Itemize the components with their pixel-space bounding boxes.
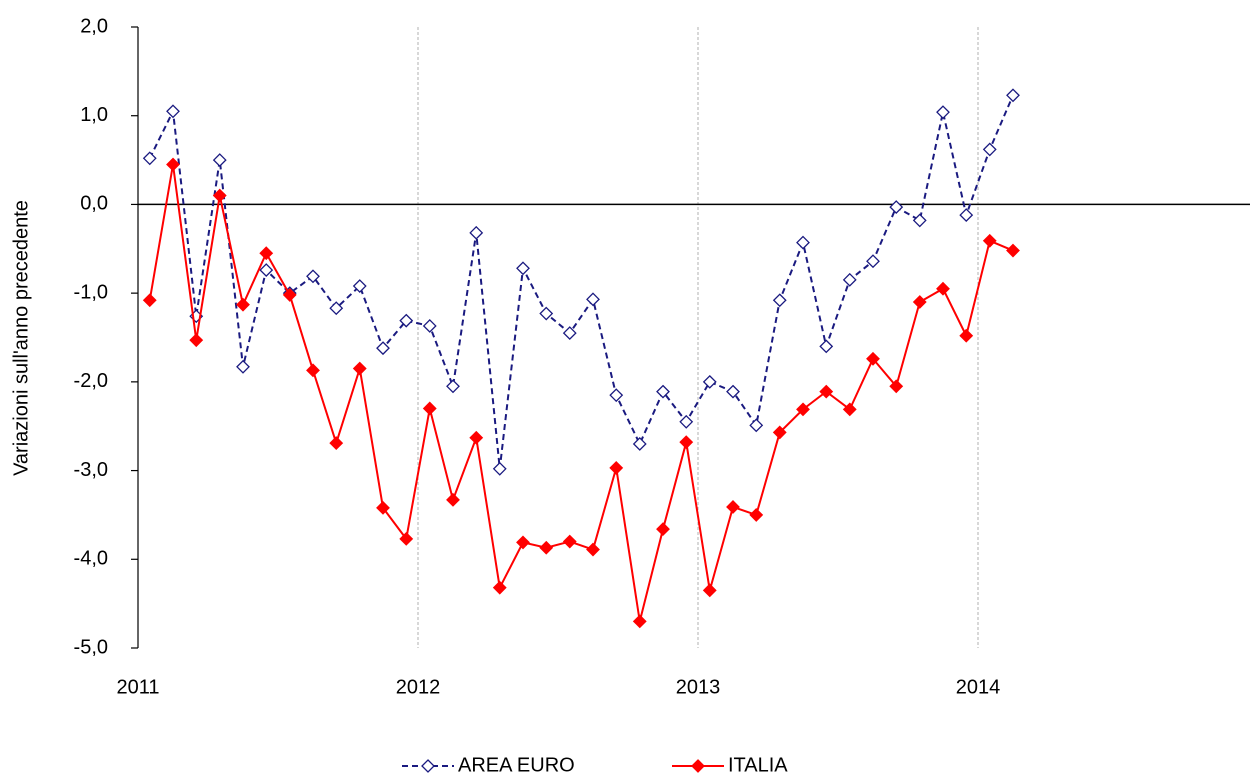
y-tick-label: 1,0	[80, 104, 108, 126]
data-point	[1006, 243, 1020, 258]
data-point	[842, 272, 857, 287]
data-point	[142, 151, 157, 166]
data-point	[959, 328, 974, 343]
series-line	[148, 164, 1014, 622]
data-point	[749, 418, 764, 433]
data-point	[329, 436, 344, 450]
data-point	[842, 402, 857, 417]
data-point	[516, 261, 530, 276]
data-point	[936, 281, 950, 296]
y-tick-label: 0,0	[80, 193, 108, 215]
data-point	[726, 384, 740, 399]
data-point	[422, 401, 437, 416]
data-point	[679, 435, 694, 450]
x-tick-label: 2013	[676, 676, 721, 698]
y-axis-label: Variazioni sull'anno precedente	[10, 200, 32, 476]
data-point	[982, 233, 997, 248]
y-tick-label: -5,0	[74, 636, 108, 658]
data-point	[656, 384, 670, 399]
y-tick-label: -3,0	[74, 459, 108, 481]
data-point	[469, 225, 484, 240]
data-point	[446, 379, 460, 394]
data-point	[212, 153, 227, 167]
data-point	[772, 293, 787, 308]
data-point	[819, 339, 834, 354]
data-point	[306, 363, 320, 378]
x-tick-label: 2011	[116, 676, 159, 698]
data-point	[539, 540, 554, 555]
data-point	[399, 313, 414, 328]
y-tick-label: 2,0	[80, 15, 108, 37]
data-point	[399, 531, 414, 546]
data-point	[282, 287, 297, 302]
data-point	[562, 326, 577, 340]
x-tick-label: 2014	[956, 676, 1001, 698]
data-point	[796, 235, 810, 250]
data-point	[702, 374, 717, 389]
data-point	[236, 297, 250, 312]
data-point	[772, 425, 787, 440]
data-point	[749, 508, 764, 522]
data-point	[166, 104, 180, 119]
data-point	[422, 319, 437, 333]
legend-label: ITALIA	[728, 754, 788, 776]
data-point	[632, 614, 647, 629]
y-tick-label: -1,0	[74, 281, 108, 303]
data-point	[492, 461, 507, 476]
data-point	[469, 430, 484, 445]
y-tick-label: -4,0	[74, 548, 108, 570]
data-point	[726, 500, 740, 514]
data-point	[889, 379, 904, 394]
data-point	[912, 295, 927, 309]
data-point	[539, 306, 554, 321]
data-point	[936, 105, 950, 120]
data-point	[259, 263, 274, 277]
x-tick-label: 2012	[396, 676, 441, 698]
data-point	[866, 351, 880, 366]
data-point	[586, 292, 600, 307]
data-point	[189, 333, 204, 348]
data-point	[679, 414, 694, 429]
data-point	[562, 534, 577, 549]
data-point	[236, 359, 250, 374]
data-point	[796, 402, 810, 417]
data-point	[212, 188, 227, 203]
data-point	[306, 269, 320, 284]
data-point	[889, 200, 904, 215]
data-point	[586, 542, 600, 557]
data-point	[166, 157, 180, 172]
data-point	[982, 142, 997, 157]
data-point	[259, 246, 274, 261]
data-point	[516, 535, 530, 550]
data-point	[1006, 88, 1020, 103]
y-tick-label: -2,0	[74, 370, 108, 392]
legend-marker	[421, 759, 435, 773]
data-point	[609, 388, 624, 403]
data-point	[492, 580, 507, 595]
legend-label: AREA EURO	[458, 754, 575, 776]
data-point	[376, 500, 390, 515]
data-point	[446, 492, 460, 507]
data-point	[656, 522, 670, 537]
data-point	[609, 460, 624, 475]
data-point	[959, 208, 974, 222]
data-point	[352, 279, 367, 293]
legend-marker	[691, 759, 705, 773]
data-point	[912, 213, 927, 228]
data-point	[352, 361, 367, 376]
data-point	[329, 301, 344, 316]
data-point	[819, 384, 834, 399]
data-point	[376, 341, 390, 356]
data-point	[866, 254, 880, 269]
data-point	[632, 437, 647, 451]
series-line	[148, 94, 1014, 469]
data-point	[702, 583, 717, 598]
data-point	[142, 293, 157, 308]
